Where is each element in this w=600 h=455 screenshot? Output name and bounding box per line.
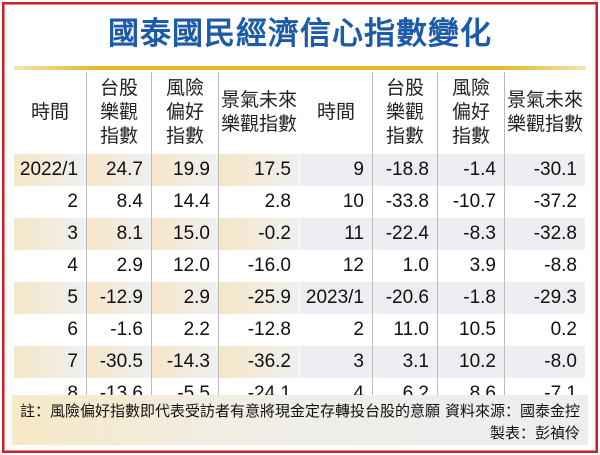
header-economy-outlook: 景氣未來 樂觀指數	[218, 72, 299, 154]
cell-time: 4	[67, 255, 78, 276]
cell-risk-appetite: -1.4	[437, 154, 505, 186]
cell-stock-optimism: 2.9	[86, 250, 152, 282]
table-row: 9 -18.8 -1.4 -30.1	[300, 154, 585, 186]
table-row: 2 8.4 14.4 2.8	[14, 186, 299, 218]
header-divider	[14, 66, 586, 70]
cell-economy-outlook: -29.3	[504, 282, 585, 314]
header-time: 時間	[316, 102, 355, 123]
header-risk-appetite: 風險 偏好 指數	[437, 72, 505, 154]
page-title: 國泰國民經濟信心指數變化	[108, 16, 492, 51]
footnote-area: 註：風險偏好指數即代表受訪者有意將現金定存轉投台股的意願 資料來源：國泰金控 製…	[12, 395, 588, 445]
cell-economy-outlook: -8.8	[504, 250, 585, 282]
table-row: 2023/1 -20.6 -1.8 -29.3	[300, 282, 585, 314]
cell-economy-outlook: 17.5	[218, 154, 299, 186]
cell-stock-optimism: -30.5	[86, 346, 152, 378]
header-risk-appetite: 風險 偏好 指數	[151, 72, 219, 154]
cell-risk-appetite: 10.5	[437, 314, 505, 346]
cell-stock-optimism: -1.6	[86, 314, 152, 346]
table-row: 12 1.0 3.9 -8.8	[300, 250, 585, 282]
cell-time: 5	[14, 282, 87, 314]
cell-risk-appetite: -1.8	[437, 282, 505, 314]
cell-stock-optimism: 8.1	[86, 218, 152, 250]
cell-risk-appetite: -10.7	[437, 186, 505, 218]
table-header-row: 時間 台股 樂觀 指數 風險 偏好 指數 景氣未來 樂觀指數	[300, 72, 585, 154]
footnote: 註：風險偏好指數即代表受訪者有意將現金定存轉投台股的意願	[20, 403, 441, 420]
source-credit: 資料來源：國泰金控	[444, 403, 580, 420]
cell-time: 2022/1	[14, 154, 87, 186]
cell-stock-optimism: 8.4	[86, 186, 152, 218]
cell-economy-outlook: 2.8	[218, 186, 299, 218]
cell-stock-optimism: 3.1	[372, 346, 438, 378]
cell-time: 7	[14, 346, 87, 378]
table-row: 3 3.1 10.2 -8.0	[300, 346, 585, 378]
table-row: 6 -1.6 2.2 -12.8	[14, 314, 299, 346]
cell-economy-outlook: -12.8	[218, 314, 299, 346]
cell-time: 9	[300, 154, 373, 186]
cell-stock-optimism: -18.8	[372, 154, 438, 186]
header-stock-optimism: 台股 樂觀 指數	[86, 72, 152, 154]
cell-risk-appetite: 19.9	[151, 154, 219, 186]
cell-risk-appetite: 3.9	[437, 250, 505, 282]
table-right: 時間 台股 樂觀 指數 風險 偏好 指數 景氣未來 樂觀指數 9 -18.8 -1.4 -30.…	[300, 72, 585, 410]
cell-economy-outlook: -25.9	[218, 282, 299, 314]
cell-time: 2	[67, 191, 78, 212]
cell-stock-optimism: 1.0	[372, 250, 438, 282]
cell-time: 8	[67, 383, 78, 404]
table-row: 5 -12.9 2.9 -25.9	[14, 282, 299, 314]
cell-economy-outlook: -0.2	[218, 218, 299, 250]
cell-economy-outlook: 0.2	[504, 314, 585, 346]
cell-economy-outlook: -37.2	[504, 186, 585, 218]
cell-economy-outlook: -8.0	[504, 346, 585, 378]
table-row: 2022/1 24.7 19.9 17.5	[14, 154, 299, 186]
cell-economy-outlook: -36.2	[218, 346, 299, 378]
table-row: 3 8.1 15.0 -0.2	[14, 218, 299, 250]
cell-time: 3	[300, 346, 373, 378]
cell-economy-outlook: -16.0	[218, 250, 299, 282]
cell-risk-appetite: 2.2	[151, 314, 219, 346]
cell-time: 2	[353, 319, 364, 340]
table-row: 4 2.9 12.0 -16.0	[14, 250, 299, 282]
cell-time: 6	[67, 319, 78, 340]
cell-stock-optimism: -22.4	[372, 218, 438, 250]
table-header-row: 時間 台股 樂觀 指數 風險 偏好 指數 景氣未來 樂觀指數	[14, 72, 299, 154]
cell-economy-outlook: -30.1	[504, 154, 585, 186]
cell-risk-appetite: -8.3	[437, 218, 505, 250]
cell-time: 10	[342, 191, 364, 212]
cell-stock-optimism: -20.6	[372, 282, 438, 314]
cell-time: 11	[300, 218, 373, 250]
maker-credit: 製表：彭禎伶	[489, 425, 580, 442]
table-left: 時間 台股 樂觀 指數 風險 偏好 指數 景氣未來 樂觀指數 2022/1 24.7 19.9…	[14, 72, 299, 410]
cell-risk-appetite: 12.0	[151, 250, 219, 282]
table-row: 10 -33.8 -10.7 -37.2	[300, 186, 585, 218]
cell-risk-appetite: -14.3	[151, 346, 219, 378]
cell-time: 2023/1	[300, 282, 373, 314]
table-row: 2 11.0 10.5 0.2	[300, 314, 585, 346]
cell-time: 4	[353, 383, 364, 404]
cell-stock-optimism: 24.7	[86, 154, 152, 186]
table-row: 11 -22.4 -8.3 -32.8	[300, 218, 585, 250]
cell-stock-optimism: -12.9	[86, 282, 152, 314]
table-row: 7 -30.5 -14.3 -36.2	[14, 346, 299, 378]
header-economy-outlook: 景氣未來 樂觀指數	[504, 72, 585, 154]
cell-risk-appetite: 2.9	[151, 282, 219, 314]
cell-time: 12	[342, 255, 364, 276]
cell-risk-appetite: 15.0	[151, 218, 219, 250]
cell-economy-outlook: -32.8	[504, 218, 585, 250]
cell-stock-optimism: -33.8	[372, 186, 438, 218]
header-stock-optimism: 台股 樂觀 指數	[372, 72, 438, 154]
cell-risk-appetite: 10.2	[437, 346, 505, 378]
cell-time: 3	[14, 218, 87, 250]
header-time: 時間	[30, 102, 69, 123]
cell-risk-appetite: 14.4	[151, 186, 219, 218]
cell-stock-optimism: 11.0	[372, 314, 438, 346]
